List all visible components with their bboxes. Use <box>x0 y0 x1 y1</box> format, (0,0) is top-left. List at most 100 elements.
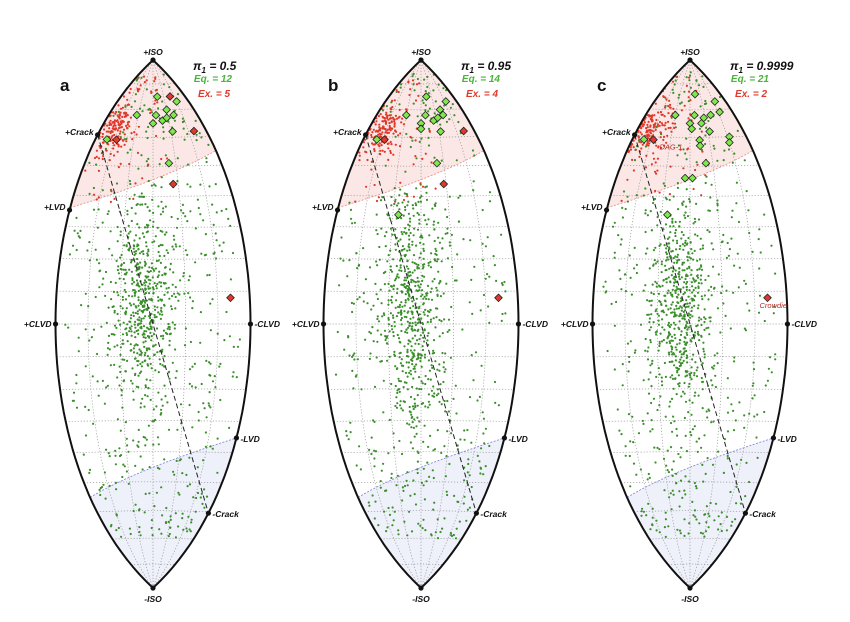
earthquake-dot <box>439 530 442 534</box>
earthquake-dot <box>101 283 104 286</box>
earthquake-dot <box>421 382 424 385</box>
earthquake-dot <box>147 271 151 274</box>
earthquake-dot <box>743 159 746 162</box>
earthquake-dot <box>98 286 101 289</box>
earthquake-dot <box>174 295 177 299</box>
earthquake-dot <box>373 465 376 468</box>
explosion-dot <box>139 84 142 87</box>
earthquake-dot <box>411 243 414 246</box>
earthquake-dot <box>407 288 410 291</box>
earthquake-dot <box>665 304 668 307</box>
earthquake-dot <box>162 207 165 210</box>
earthquake-dot <box>678 342 681 345</box>
earthquake-dot <box>124 282 127 285</box>
earthquake-dot <box>120 253 123 257</box>
earthquake-dot <box>670 345 673 348</box>
earthquake-dot <box>419 295 423 298</box>
earthquake-dot <box>398 356 401 359</box>
earthquake-dot <box>665 313 668 316</box>
earthquake-dot <box>168 339 171 342</box>
earthquake-dot <box>225 208 228 211</box>
earthquake-dot <box>427 92 430 95</box>
grid-parallel <box>333 420 509 422</box>
earthquake-dot <box>670 293 673 296</box>
earthquake-dot <box>667 321 671 324</box>
earthquake-dot <box>406 375 409 378</box>
earthquake-dot <box>130 304 133 307</box>
earthquake-dot <box>136 223 139 226</box>
earthquake-dot <box>374 282 377 285</box>
earthquake-dot <box>399 264 402 267</box>
earthquake-dot <box>351 369 354 372</box>
explosion-dot <box>659 111 663 114</box>
earthquake-dot <box>671 88 674 91</box>
earthquake-dot <box>420 234 423 237</box>
earthquake-dot <box>481 242 484 245</box>
earthquake-dot <box>440 403 443 406</box>
earthquake-dot <box>438 241 441 244</box>
earthquake-dot <box>154 184 157 187</box>
explosion-dot <box>644 166 648 169</box>
explosion-dot <box>382 125 385 128</box>
earthquake-dot <box>705 175 708 178</box>
earthquake-dot <box>137 386 140 389</box>
earthquake-dot <box>668 496 671 499</box>
earthquake-dot <box>676 256 679 259</box>
earthquake-dot <box>173 109 176 112</box>
earthquake-dot <box>132 390 135 393</box>
earthquake-dot <box>158 467 161 470</box>
earthquake-dot <box>665 247 668 250</box>
earthquake-dot <box>454 384 457 387</box>
earthquake-dot <box>707 289 710 292</box>
explosion-dot <box>632 146 635 149</box>
earthquake-dot <box>88 471 91 474</box>
earthquake-dot <box>416 115 419 118</box>
earthquake-dot <box>401 499 404 502</box>
earthquake-dot <box>144 436 147 439</box>
earthquake-dot <box>696 332 700 335</box>
grid-parallel <box>596 258 784 260</box>
earthquake-dot <box>696 259 699 262</box>
earthquake-dot <box>406 311 409 314</box>
explosion-dot <box>657 111 660 114</box>
earthquake-dot <box>436 294 439 297</box>
explosion-dot <box>133 131 136 134</box>
earthquake-dot <box>348 201 351 204</box>
earthquake-dot <box>401 370 404 373</box>
earthquake-dot <box>435 249 438 253</box>
earthquake-dot <box>200 382 203 386</box>
earthquake-dot <box>439 383 442 386</box>
earthquake-dot <box>669 446 673 449</box>
earthquake-dot <box>179 458 182 461</box>
earthquake-dot <box>655 282 659 285</box>
earthquake-dot <box>419 359 422 363</box>
earthquake-dot <box>397 388 401 391</box>
vertex-plus-clvd-marker <box>320 321 327 327</box>
earthquake-dot <box>684 343 688 346</box>
earthquake-dot <box>664 518 668 521</box>
earthquake-dot <box>132 347 135 350</box>
earthquake-dot <box>731 161 734 164</box>
earthquake-dot <box>685 371 688 374</box>
earthquake-dot <box>178 293 181 296</box>
earthquake-dot <box>654 461 657 464</box>
earthquake-dot <box>159 317 162 320</box>
earthquake-dot <box>678 505 681 508</box>
earthquake-dot <box>408 405 411 409</box>
grid-parallel <box>602 420 778 422</box>
implosion-boundary <box>89 437 237 498</box>
earthquake-dot <box>383 313 386 316</box>
earthquake-dot <box>143 359 146 363</box>
earthquake-dot <box>658 342 661 345</box>
earthquake-dot <box>372 340 375 343</box>
explosion-dot <box>95 155 98 158</box>
earthquake-dot <box>129 343 132 346</box>
earthquake-dot <box>398 340 401 343</box>
earthquake-dot <box>150 184 153 187</box>
explosion-dot <box>653 124 656 127</box>
earthquake-dot <box>136 352 139 355</box>
earthquake-dot <box>397 311 400 314</box>
explosion-dot <box>155 88 158 91</box>
explosion-dot <box>110 129 113 133</box>
